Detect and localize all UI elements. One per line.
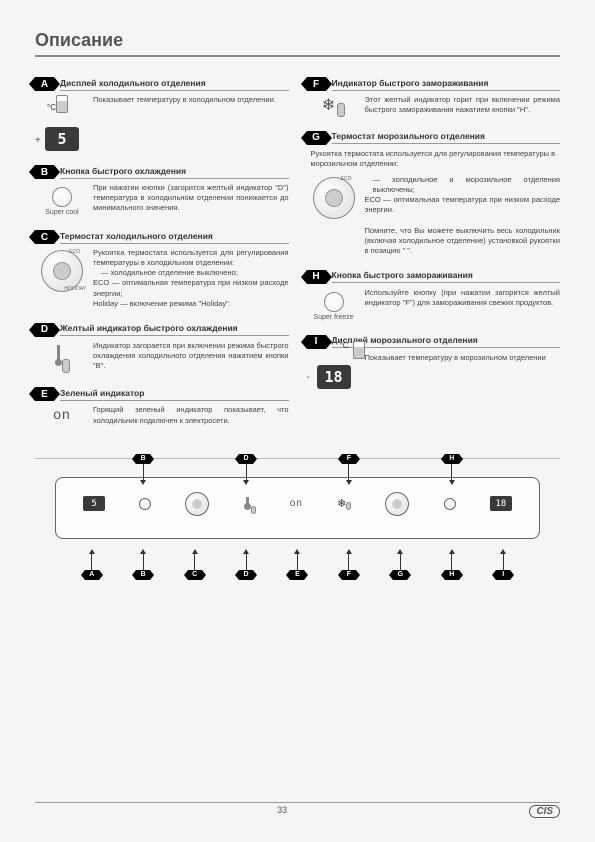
text-H: Используйте кнопку (при нажатии загоритс… xyxy=(365,288,561,321)
section-F: F Индикатор быстрого замораживания ❄ Это… xyxy=(307,77,561,117)
icon-display-I: °C 18 - xyxy=(311,353,357,389)
title-C: Термостат холодильного отделения xyxy=(60,231,289,244)
control-panel: B D F H 5 on ❄ 18 A B C D E F G xyxy=(55,477,540,539)
title-A: Дисплей холодильного отделения xyxy=(60,78,289,91)
panel-indicator-D xyxy=(244,493,256,514)
icon-display-A: °C 5 + xyxy=(39,95,85,151)
title-F: Индикатор быстрого замораживания xyxy=(332,78,561,91)
panel-button-H xyxy=(444,498,456,510)
panel-indicator-F: ❄ xyxy=(337,497,351,510)
content-columns: A Дисплей холодильного отделения °C 5 + … xyxy=(35,77,560,440)
display-value-I: 18 xyxy=(317,365,351,389)
icon-button-H: Super freeze xyxy=(311,288,357,321)
text-E: Горящий зеленый индикатор показывает, чт… xyxy=(93,405,289,425)
icon-indicator-D xyxy=(39,341,85,374)
section-H: H Кнопка быстрого замораживания Super fr… xyxy=(307,270,561,321)
right-column: F Индикатор быстрого замораживания ❄ Это… xyxy=(307,77,561,440)
callouts-top: B D F H xyxy=(56,454,539,485)
text-G-bullets: — холодильное и морозильное отделения вы… xyxy=(365,175,561,256)
section-E: E Зеленый индикатор on Горящий зеленый и… xyxy=(35,387,289,425)
badge-D: D xyxy=(35,323,54,337)
badge-B: B xyxy=(35,165,54,179)
section-C: C Термостат холодильного отделения ECO H… xyxy=(35,230,289,309)
panel-button-B xyxy=(139,498,151,510)
icon-on-E: on xyxy=(39,405,85,425)
text-F: Этот желтый индикатор горит при включени… xyxy=(365,95,561,117)
controls-row: 5 on ❄ 18 xyxy=(56,492,539,516)
panel-knob-C xyxy=(185,492,209,516)
page-title: Описание xyxy=(35,30,560,57)
icon-knob-C: ECO HOLIDAY xyxy=(39,248,85,309)
brand-mark: CIS xyxy=(529,805,560,818)
icon-knob-G: ECO xyxy=(311,175,357,256)
text-C: Рукоятка термостата используется для рег… xyxy=(93,248,289,309)
panel-on-E: on xyxy=(290,498,303,509)
text-A: Показывает температуру в холодильном отд… xyxy=(93,95,289,151)
text-I: Показывает температуру в морозильном отд… xyxy=(365,353,561,389)
left-column: A Дисплей холодильного отделения °C 5 + … xyxy=(35,77,289,440)
title-I: Дисплей морозильного отделения xyxy=(332,335,561,348)
callouts-bottom: A B C D E F G H I xyxy=(56,549,539,580)
section-B: B Кнопка быстрого охлаждения Super cool … xyxy=(35,165,289,216)
title-G: Термостат морозильного отделения xyxy=(332,131,561,144)
panel-display-A: 5 xyxy=(83,496,105,511)
badge-A: A xyxy=(35,77,54,91)
title-E: Зеленый индикатор xyxy=(60,388,289,401)
badge-F: F xyxy=(307,77,326,91)
section-I: I Дисплей морозильного отделения °C 18 -… xyxy=(307,335,561,389)
section-A: A Дисплей холодильного отделения °C 5 + … xyxy=(35,77,289,151)
text-B: При нажатии кнопки (загорится желтый инд… xyxy=(93,183,289,216)
title-D: Желтый индикатор быстрого охлаждения xyxy=(60,323,289,336)
icon-button-B: Super cool xyxy=(39,183,85,216)
page-footer: 33 CIS xyxy=(35,802,560,818)
text-D: Индикатор загорается при включении режим… xyxy=(93,341,289,374)
page-number: 33 xyxy=(277,805,287,818)
icon-snowflake-F: ❄ xyxy=(311,95,357,117)
display-value-A: 5 xyxy=(45,127,79,151)
title-B: Кнопка быстрого охлаждения xyxy=(60,166,289,179)
text-G-intro: Рукоятка термостата используется для рег… xyxy=(311,149,561,169)
panel-display-I: 18 xyxy=(490,496,512,511)
badge-H: H xyxy=(307,270,326,284)
badge-C: C xyxy=(35,230,54,244)
title-H: Кнопка быстрого замораживания xyxy=(332,270,561,283)
badge-G: G xyxy=(307,131,326,145)
section-G: G Термостат морозильного отделения Рукоя… xyxy=(307,131,561,256)
badge-I: I xyxy=(307,335,326,349)
control-panel-diagram: B D F H 5 on ❄ 18 A B C D E F G xyxy=(35,458,560,539)
section-D: D Желтый индикатор быстрого охлаждения И… xyxy=(35,323,289,374)
panel-knob-G xyxy=(385,492,409,516)
badge-E: E xyxy=(35,387,54,401)
